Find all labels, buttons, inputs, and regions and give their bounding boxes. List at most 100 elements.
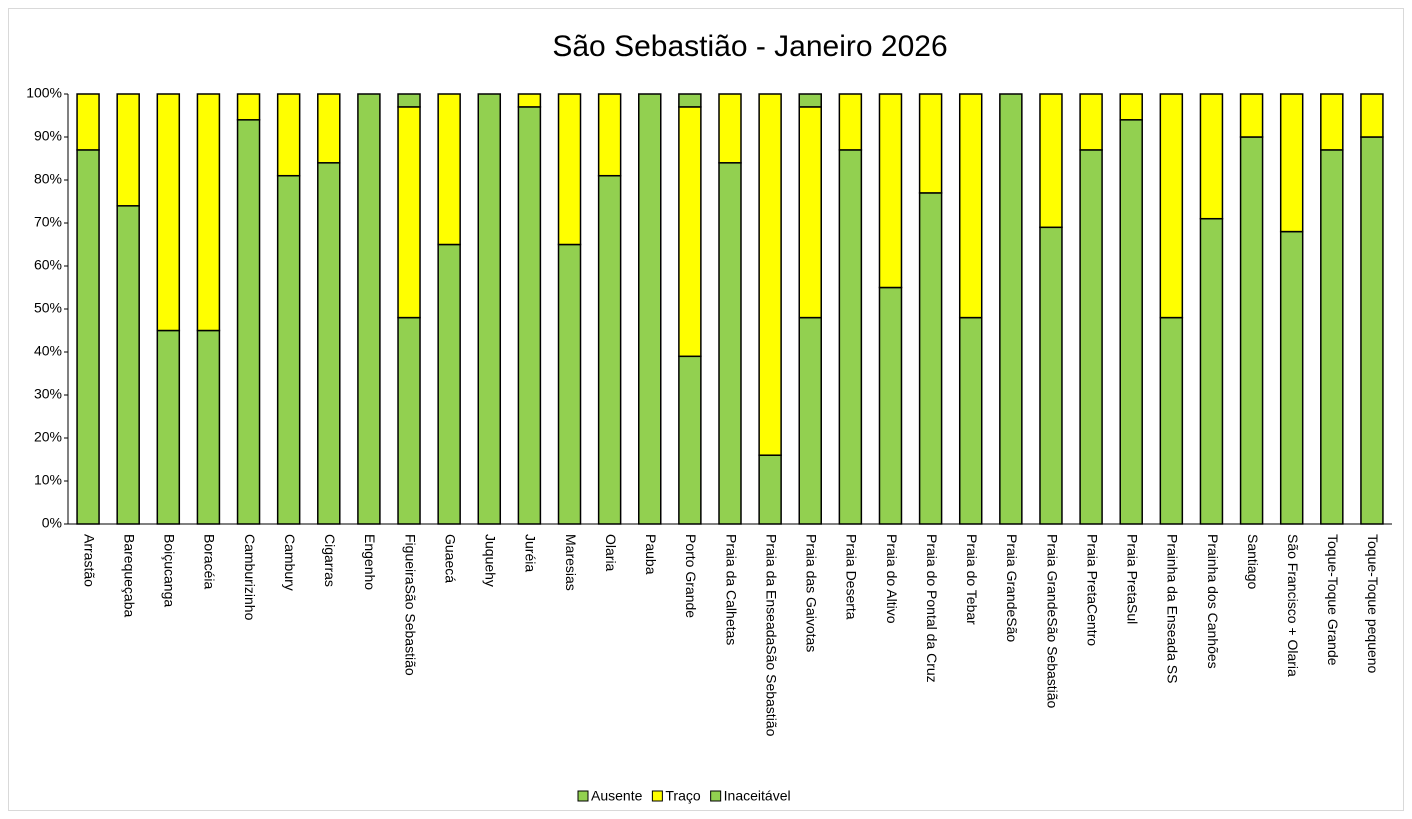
- x-tick-label: Juquehy: [483, 534, 499, 587]
- bar-segment: [1239, 93, 1264, 138]
- bar-segment: [76, 149, 100, 525]
- bar-segment: [1320, 93, 1344, 151]
- bar-segment: [517, 93, 542, 108]
- x-tick-label: Arrastão: [81, 534, 97, 587]
- bar-segment: [1199, 93, 1224, 220]
- bar-segment: [156, 93, 181, 332]
- bar-segment: [1159, 316, 1184, 525]
- bar-segment: [838, 149, 863, 525]
- y-tick-label: 100%: [26, 85, 62, 101]
- legend-swatch: [577, 790, 589, 802]
- bar-segment: [397, 316, 421, 525]
- bar-segment: [1279, 93, 1304, 233]
- x-tick-label: Juréia: [523, 534, 539, 572]
- x-tick-label: Guaecá: [442, 534, 458, 583]
- bar-segment: [958, 93, 983, 319]
- y-tick-label: 50%: [34, 300, 62, 316]
- x-tick-label: Praia GrandeSão Sebastião: [1044, 534, 1060, 709]
- bar-segment: [156, 329, 181, 525]
- x-tick-label: Praia das Gaivotas: [804, 534, 820, 652]
- bar-segment: [1360, 136, 1384, 525]
- legend-label: Ausente: [591, 788, 643, 804]
- y-tick-label: 40%: [34, 343, 62, 359]
- y-tick-label: 80%: [34, 171, 62, 187]
- bar-segment: [1239, 136, 1264, 525]
- x-tick-label: Praia da EnseadaSão Sebastião: [763, 534, 779, 737]
- x-tick-label: Boiçucanga: [162, 534, 178, 607]
- x-tick-label: Praia Deserta: [844, 534, 860, 620]
- x-tick-label: Praia do Tebar: [964, 534, 980, 625]
- bar-segment: [1079, 93, 1103, 151]
- x-tick-label: Prainha da Enseada SS: [1165, 534, 1181, 683]
- x-tick-label: Barequeçaba: [121, 534, 137, 618]
- bar-segment: [196, 93, 221, 332]
- bar-segment: [798, 106, 822, 319]
- bar-segment: [878, 286, 903, 525]
- legend-label: Inaceitável: [724, 788, 791, 804]
- x-tick-label: Engenho: [362, 534, 378, 590]
- x-tick-label: Santiago: [1245, 534, 1261, 589]
- bar-segment: [317, 93, 341, 164]
- bar-segment: [437, 93, 461, 246]
- y-tick-label: 30%: [34, 386, 62, 402]
- bar-segment: [597, 93, 622, 177]
- bar-segment: [557, 243, 582, 525]
- y-tick-label: 10%: [34, 472, 62, 488]
- x-tick-label: Prainha dos Canhões: [1205, 534, 1221, 669]
- bar-segment: [918, 93, 943, 194]
- x-tick-label: Praia do Altivo: [884, 534, 900, 624]
- x-tick-label: Maresias: [563, 534, 579, 591]
- bar-segment: [397, 106, 421, 319]
- bar-segment: [357, 93, 381, 525]
- x-tick-label: Cambury: [282, 534, 298, 591]
- bar-segment: [1199, 217, 1224, 525]
- bar-segment: [1039, 226, 1063, 525]
- bar-segment: [437, 243, 461, 525]
- bar-segment: [999, 93, 1023, 525]
- y-tick-label: 90%: [34, 128, 62, 144]
- bar-segment: [1079, 149, 1103, 525]
- y-tick-label: 60%: [34, 257, 62, 273]
- y-tick-label: 70%: [34, 214, 62, 230]
- bar-segment: [798, 93, 822, 108]
- bar-segment: [678, 93, 702, 108]
- x-tick-label: Toque-Toque Grande: [1325, 534, 1341, 666]
- bar-segment: [638, 93, 662, 525]
- bar-segment: [1279, 230, 1304, 525]
- bar-segment: [517, 106, 542, 525]
- bar-segment: [1320, 149, 1344, 525]
- chart-title: São Sebastião - Janeiro 2026: [552, 30, 947, 63]
- bar-segment: [758, 93, 782, 456]
- bar-segment: [758, 454, 782, 525]
- bar-segment: [76, 93, 100, 151]
- bar-segment: [557, 93, 582, 246]
- bar-segment: [798, 316, 822, 525]
- bar-segment: [878, 93, 903, 289]
- y-tick-label: 20%: [34, 429, 62, 445]
- legend-swatch: [710, 790, 722, 802]
- x-tick-label: FigueiraSão Sebastião: [402, 534, 418, 676]
- bar-segment: [276, 93, 301, 177]
- x-tick-label: Olaria: [603, 534, 619, 572]
- x-tick-label: Praia do Pontal da Cruz: [924, 534, 940, 683]
- x-tick-label: Pauba: [643, 534, 659, 575]
- bar-segment: [718, 162, 742, 525]
- bar-segment: [236, 119, 261, 525]
- x-tick-label: Boracéia: [202, 534, 218, 589]
- x-tick-label: Toque-Toque pequeno: [1365, 534, 1381, 674]
- bar-segment: [597, 174, 622, 525]
- bar-segment: [918, 192, 943, 525]
- x-tick-label: Praia da Calhetas: [723, 534, 739, 645]
- x-tick-label: Praia PretaSul: [1125, 534, 1141, 624]
- bar-segment: [1360, 93, 1384, 138]
- x-tick-label: São Francisco + Olaria: [1285, 534, 1301, 677]
- bar-segment: [236, 93, 261, 121]
- bar-segment: [116, 93, 140, 207]
- bar-segment: [1119, 93, 1143, 121]
- legend-swatch: [651, 790, 663, 802]
- bar-segment: [116, 205, 140, 525]
- x-tick-label: Camburizinho: [242, 534, 258, 621]
- bar-segment: [1159, 93, 1184, 319]
- bar-segment: [718, 93, 742, 164]
